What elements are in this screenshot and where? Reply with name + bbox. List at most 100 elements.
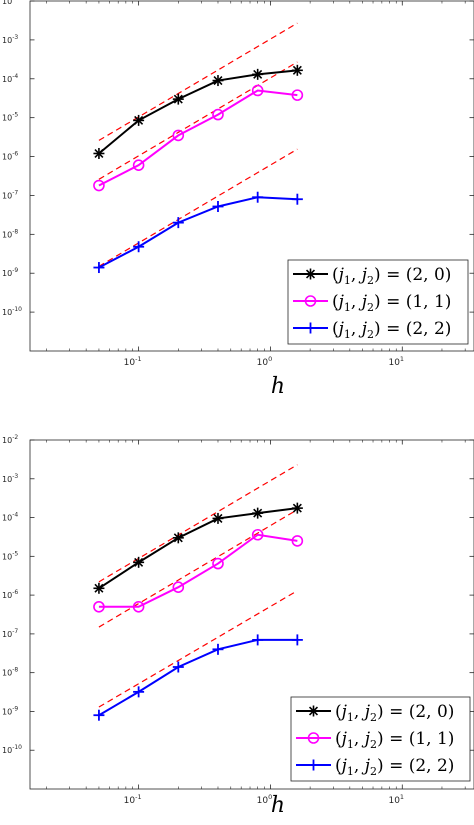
asterisk-marker: [252, 507, 264, 519]
circle-marker: [307, 732, 320, 744]
marker-stroke: [173, 533, 183, 543]
legend: (j1, j2) = (2, 0) (j1, j2) = (1, 1) (j1, j…: [287, 259, 469, 345]
marker-stroke: [134, 557, 144, 567]
circle-marker: [291, 89, 304, 101]
plus-marker: [172, 661, 184, 673]
reference-line: [98, 509, 298, 628]
series-2: [93, 84, 304, 192]
y-tick-label: 10-6: [2, 151, 18, 162]
reference-line: [98, 22, 298, 141]
circle-marker: [93, 179, 105, 192]
x-tick-label: 100: [257, 793, 273, 806]
series-2: [93, 528, 304, 613]
asterisk-marker: [291, 502, 303, 514]
plus-marker: [308, 759, 319, 771]
legend-label: (j1, j2) = (2, 2): [335, 756, 454, 778]
series-line: [98, 89, 298, 187]
plus-marker: [133, 241, 145, 253]
series-3: [93, 191, 303, 274]
plus-marker: [305, 322, 316, 334]
legend-entry: (j1, j2) = (2, 0): [296, 702, 454, 724]
asterisk-marker: [133, 114, 145, 126]
x-tick-label: 101: [388, 793, 404, 806]
legend-entry: (j1, j2) = (2, 2): [293, 319, 451, 341]
circle-marker: [132, 159, 145, 171]
asterisk-marker: [212, 75, 224, 87]
y-tick-label: 10-3: [2, 34, 18, 45]
y-tick-label: 10-5: [2, 112, 18, 123]
circle-marker: [132, 600, 145, 613]
reference-line: [98, 590, 298, 708]
marker-stroke: [305, 269, 316, 279]
y-tick-label: 10-2: [2, 434, 18, 445]
legend-entry: (j1, j2) = (2, 2): [296, 756, 454, 778]
legend-label: (j1, j2) = (2, 0): [335, 702, 454, 724]
circle-marker: [172, 129, 185, 142]
asterisk-marker: [172, 532, 184, 544]
plus-marker: [212, 200, 224, 212]
marker-stroke: [308, 706, 319, 716]
minor-ticks: [46, 440, 466, 789]
y-tick-label: 10-7: [2, 189, 18, 200]
y-tick-label: 10-6: [2, 589, 18, 600]
asterisk-marker: [212, 512, 224, 524]
plus-marker: [172, 217, 184, 229]
y-tick-label: 10-8: [2, 228, 18, 239]
marker-stroke: [213, 76, 223, 86]
y-tick-label: 10-8: [2, 667, 18, 678]
x-tick-label: 10-1: [124, 355, 142, 368]
series-line: [98, 638, 298, 717]
asterisk-marker: [93, 147, 105, 159]
legend-label: (j1, j2) = (1, 1): [335, 729, 454, 751]
marker-stroke: [292, 503, 302, 513]
legend: (j1, j2) = (2, 0) (j1, j2) = (1, 1) (j1, j…: [290, 696, 471, 782]
series-line: [98, 69, 298, 155]
plus-marker: [291, 193, 303, 205]
y-tick-label: 10-4: [2, 73, 18, 84]
circle-marker: [251, 528, 264, 541]
plus-marker: [252, 191, 264, 203]
circle-marker: [93, 600, 105, 613]
legend-entry: (j1, j2) = (1, 1): [296, 729, 454, 751]
plus-marker: [93, 709, 105, 721]
legend-entry: (j1, j2) = (2, 0): [293, 265, 451, 287]
reference-line: [98, 464, 298, 583]
x-tick-label: 101: [388, 355, 404, 368]
marker-stroke: [94, 583, 104, 593]
series-line: [98, 196, 298, 269]
plot-frame: [29, 439, 474, 790]
asterisk-marker: [133, 556, 145, 568]
circle-marker: [251, 84, 264, 97]
marker-stroke: [173, 94, 183, 104]
plot-frame: [29, 0, 474, 352]
asterisk-marker: [93, 582, 105, 594]
y-tick-label: 10-9: [2, 705, 18, 716]
asterisk-marker: [172, 93, 184, 105]
marker-stroke: [292, 65, 302, 75]
marker-stroke: [213, 513, 223, 523]
marker-stroke: [94, 148, 104, 159]
circle-marker: [291, 535, 304, 547]
y-tick-label: 10-7: [2, 628, 18, 639]
circle-marker: [172, 581, 185, 593]
circle-marker: [304, 295, 317, 307]
x-tick-label: 10-1: [124, 793, 142, 806]
plus-marker: [252, 634, 264, 646]
plus-marker: [291, 634, 303, 646]
circle-marker: [212, 108, 224, 121]
series-1: [93, 64, 303, 159]
legend-entry: (j1, j2) = (1, 1): [293, 292, 451, 314]
legend-label: (j1, j2) = (2, 0): [332, 265, 451, 287]
reference-line: [98, 61, 298, 180]
plus-marker: [133, 686, 145, 698]
plus-marker: [212, 643, 224, 655]
y-tick-label: 10-10: [2, 744, 22, 755]
y-tick-label: 10-2: [2, 0, 18, 6]
plus-marker: [93, 262, 105, 274]
asterisk-marker: [252, 68, 264, 80]
minor-ticks: [46, 1, 466, 351]
x-axis-label: h: [271, 793, 285, 818]
asterisk-marker: [305, 268, 316, 280]
x-axis-label: h: [271, 374, 285, 399]
series-1: [93, 502, 303, 594]
